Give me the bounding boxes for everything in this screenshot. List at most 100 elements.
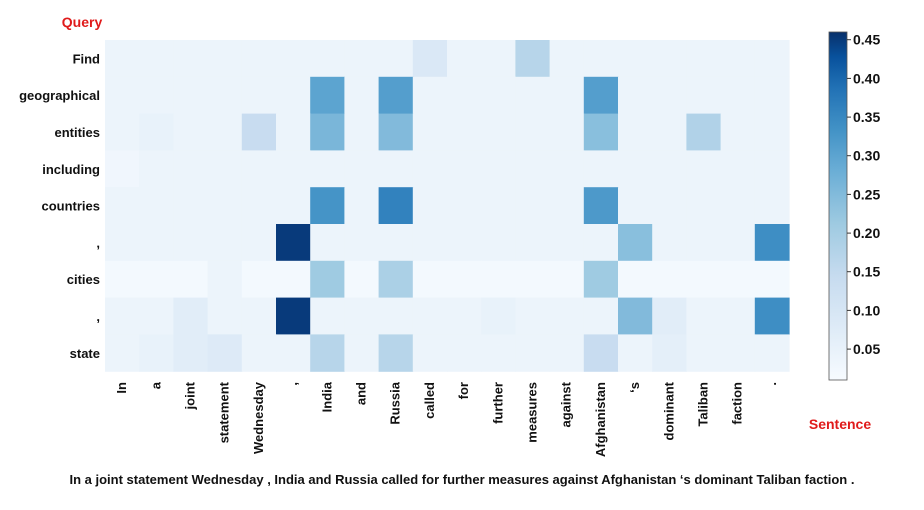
heatmap-cell xyxy=(173,224,209,262)
colorbar-tick-label: 0.30 xyxy=(853,148,880,164)
heatmap-cell xyxy=(515,113,551,151)
heatmap-cell xyxy=(515,260,551,299)
heatmap-cell xyxy=(618,297,653,335)
heatmap-cell xyxy=(583,150,619,188)
column-label: . xyxy=(764,382,779,386)
heatmap-cell xyxy=(720,224,756,262)
heatmap-cell xyxy=(241,187,277,225)
column-label: India xyxy=(319,381,334,412)
heatmap-cell xyxy=(447,187,482,225)
heatmap-cell xyxy=(481,76,516,115)
heatmap-cell xyxy=(344,334,380,372)
heatmap-cell xyxy=(720,76,756,115)
heatmap-cell xyxy=(207,187,243,225)
heatmap-cell xyxy=(549,334,585,372)
heatmap-cell xyxy=(720,260,756,299)
row-label: , xyxy=(96,235,100,250)
heatmap-cell xyxy=(754,76,790,115)
heatmap-cell xyxy=(378,334,414,372)
heatmap-cell xyxy=(515,150,551,188)
heatmap-cell xyxy=(686,150,722,188)
heatmap-cell xyxy=(378,150,414,188)
heatmap-cell xyxy=(686,297,722,335)
heatmap-cell xyxy=(583,334,619,372)
heatmap-cell xyxy=(618,224,653,262)
heatmap-cell xyxy=(139,334,174,372)
heatmap-cell xyxy=(344,297,380,335)
column-label: Taliban xyxy=(696,382,711,427)
heatmap-cell xyxy=(720,40,756,78)
heatmap-cell xyxy=(515,40,551,78)
row-label: cities xyxy=(67,272,100,287)
heatmap-cell xyxy=(276,334,311,372)
heatmap-cell xyxy=(720,187,756,225)
heatmap-cell xyxy=(378,113,414,151)
heatmap-cell xyxy=(754,297,790,335)
row-label: Find xyxy=(73,51,100,66)
heatmap-cell xyxy=(618,187,653,225)
heatmap-cell xyxy=(207,334,243,372)
colorbar-tick-label: 0.15 xyxy=(853,264,880,280)
heatmap-cell xyxy=(241,334,277,372)
heatmap-cell xyxy=(652,113,687,151)
heatmap-cell xyxy=(754,224,790,262)
heatmap-cell xyxy=(447,334,482,372)
heatmap-cell xyxy=(344,187,380,225)
heatmap-cell xyxy=(583,113,619,151)
column-label: called xyxy=(422,382,437,419)
column-label: for xyxy=(456,382,471,399)
heatmap-cell xyxy=(549,150,585,188)
colorbar-tick-label: 0.20 xyxy=(853,225,880,241)
heatmap-cell xyxy=(412,150,448,188)
column-label: Russia xyxy=(388,381,403,424)
heatmap-cell xyxy=(481,297,516,335)
heatmap-cell xyxy=(754,113,790,151)
colorbar-gradient xyxy=(828,31,848,381)
row-label: state xyxy=(70,346,100,361)
heatmap-cell xyxy=(139,40,174,78)
heatmap-cell xyxy=(686,187,722,225)
colorbar-tick-label: 0.45 xyxy=(853,32,880,48)
heatmap-cell xyxy=(583,297,619,335)
heatmap-cell xyxy=(173,260,209,299)
query-token-labels: Find geographical entities including countri… xyxy=(19,51,100,360)
heatmap-cell xyxy=(686,40,722,78)
heatmap-cell xyxy=(515,334,551,372)
column-label: measures xyxy=(525,382,540,443)
heatmap-cell xyxy=(412,224,448,262)
heatmap-cell xyxy=(173,40,209,78)
colorbar-tick-label: 0.10 xyxy=(853,302,880,318)
heatmap-cell xyxy=(412,334,448,372)
heatmap-cell xyxy=(481,150,516,188)
row-label: including xyxy=(42,162,100,177)
colorbar: 0.45 0.40 0.35 0.30 0.25 0.20 0.15 0.10 0.05 xyxy=(828,31,880,381)
heatmap-cell xyxy=(618,40,653,78)
heatmap-cell xyxy=(241,113,277,151)
sentence-caption: In a joint statement Wednesday , India a… xyxy=(69,472,855,487)
heatmap-cell xyxy=(754,40,790,78)
heatmap-cell xyxy=(686,76,722,115)
heatmap-cell xyxy=(447,297,482,335)
heatmap-cell xyxy=(652,150,687,188)
column-label: joint xyxy=(183,381,198,410)
heatmap-cell xyxy=(412,187,448,225)
heatmap-cell xyxy=(344,40,380,78)
heatmap-cell xyxy=(310,224,345,262)
heatmap-cell xyxy=(276,76,311,115)
heatmap-cell xyxy=(549,76,585,115)
heatmap-cell xyxy=(412,113,448,151)
heatmap-cell xyxy=(720,113,756,151)
heatmap-cell xyxy=(139,260,174,299)
heatmap-cell xyxy=(173,113,209,151)
heatmap-cell xyxy=(447,150,482,188)
column-label: ‘s xyxy=(627,382,642,393)
heatmap-cell xyxy=(105,334,140,372)
colorbar-tick-label: 0.40 xyxy=(853,70,880,86)
heatmap-cell xyxy=(105,187,140,225)
heatmap-cell xyxy=(276,260,311,299)
heatmap-cell xyxy=(207,150,243,188)
heatmap-cell xyxy=(139,150,174,188)
column-label: Wednesday xyxy=(251,381,266,454)
row-label: entities xyxy=(54,125,100,140)
